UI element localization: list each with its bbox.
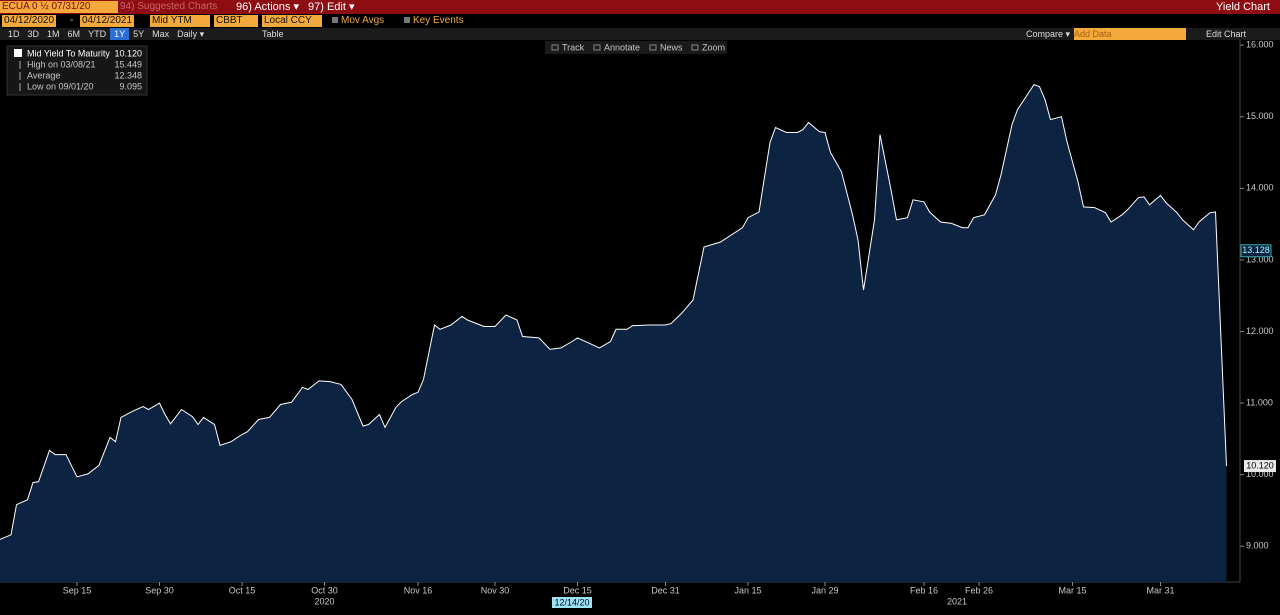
last-value-box: [1244, 460, 1276, 473]
actions-menu[interactable]: 96) Actions ▾: [236, 1, 299, 13]
suggested-charts[interactable]: 94) Suggested Charts: [120, 1, 218, 12]
marker-label: 13.128: [1242, 245, 1270, 255]
edit-chart-button[interactable]: Edit Chart: [1206, 29, 1247, 39]
tool-button[interactable]: Zoom: [702, 42, 725, 52]
tool-icon: [691, 44, 699, 51]
period-button[interactable]: 5Y: [133, 29, 145, 39]
x-tick-label: Dec 15: [563, 585, 592, 595]
y-tick-label: 13.000: [1246, 254, 1274, 264]
x-tick-label: Feb 26: [965, 585, 993, 595]
controls-bar: 04/12/2020 - 04/12/2021 Mid YTM CBBT Loc…: [0, 14, 1280, 28]
tool-button[interactable]: Annotate: [604, 42, 640, 52]
legend-stat-value: 15.449: [114, 59, 142, 69]
x-tick-label: Mar 31: [1146, 585, 1174, 595]
y-tick-label: 15.000: [1246, 111, 1274, 121]
y-tick-label: 16.000: [1246, 40, 1274, 50]
area-fill: [0, 84, 1227, 582]
x-tick-label: Jan 29: [811, 585, 838, 595]
legend-stat-name: High on 03/08/21: [27, 59, 96, 69]
page-title: Yield Chart: [1215, 1, 1270, 13]
legend-stat-value: 12.348: [114, 70, 142, 80]
currency-select[interactable]: Local CCY: [262, 15, 322, 27]
legend-stat-name: Average: [27, 70, 60, 80]
compare-menu[interactable]: Compare ▾: [1026, 29, 1071, 39]
line: [0, 83, 1227, 540]
tool-icon: [593, 44, 601, 51]
x-tick-label: Dec 31: [651, 585, 680, 595]
year-label: 2021: [947, 596, 967, 606]
y-tick-label: 11.000: [1246, 397, 1273, 407]
y-tick-label: 9.000: [1246, 541, 1269, 551]
edit-menu[interactable]: 97) Edit ▾: [308, 1, 355, 13]
x-tick-label: Oct 15: [229, 585, 256, 595]
year-label: 2020: [314, 596, 334, 606]
y-tick-label: 12.000: [1246, 326, 1274, 336]
start-date[interactable]: 04/12/2020: [2, 15, 57, 27]
last-value-label: 10.120: [1246, 460, 1274, 470]
header-bar: ECUA 0 ½ 07/31/20 94) Suggested Charts 9…: [0, 0, 1280, 14]
tools-strip: [545, 41, 727, 54]
x-tick-label: Nov 16: [404, 585, 433, 595]
period-button[interactable]: 1D: [8, 29, 20, 39]
marker-box: [1240, 244, 1272, 258]
y-tick-label: 10.000: [1246, 469, 1274, 479]
cursor-box: [552, 597, 592, 608]
cursor-label: 12/14/20: [554, 597, 589, 607]
add-data-input[interactable]: Add Data: [1074, 28, 1186, 40]
x-tick-label: Sep 30: [145, 585, 174, 595]
mov-avgs[interactable]: Mov Avgs: [332, 15, 384, 27]
period-buttons: 1D 3D 1M 6M YTD 1Y 5Y Max Daily ▾: [4, 28, 208, 40]
ticker-input[interactable]: ECUA 0 ½ 07/31/20: [0, 1, 118, 13]
legend-stat-name: Low on 09/01/20: [27, 81, 94, 91]
frequency-select[interactable]: Daily ▾: [177, 29, 205, 39]
tool-button[interactable]: News: [660, 42, 683, 52]
mov-avgs-label: Mov Avgs: [341, 15, 385, 26]
source-select[interactable]: CBBT: [214, 15, 258, 27]
legend-swatch: [14, 49, 22, 57]
x-tick-label: Feb 16: [910, 585, 938, 595]
key-events[interactable]: Key Events: [404, 15, 464, 27]
x-tick-label: Nov 30: [481, 585, 510, 595]
x-tick-label: Sep 15: [63, 585, 92, 595]
x-tick-label: Jan 15: [734, 585, 761, 595]
key-events-label: Key Events: [413, 15, 464, 26]
period-button[interactable]: 1M: [47, 29, 60, 39]
legend-stat-value: 9.095: [119, 81, 142, 91]
period-button[interactable]: 1Y: [110, 28, 130, 40]
legend-series-value: 10.120: [114, 48, 142, 58]
x-tick-label: Oct 30: [311, 585, 338, 595]
field-select[interactable]: Mid YTM: [150, 15, 210, 27]
tool-icon: [649, 44, 657, 51]
tool-icon: [551, 44, 559, 51]
legend-box: [6, 45, 148, 96]
tool-button[interactable]: Track: [562, 42, 585, 52]
x-tick-label: Mar 15: [1058, 585, 1086, 595]
period-button[interactable]: YTD: [88, 29, 107, 39]
period-button[interactable]: Max: [152, 29, 170, 39]
period-button[interactable]: 3D: [27, 29, 40, 39]
end-date[interactable]: 04/12/2021: [80, 15, 135, 27]
legend-series-name: Mid Yield To Maturity: [27, 48, 110, 58]
table-button[interactable]: Table: [262, 29, 284, 39]
date-dash: -: [70, 15, 74, 26]
y-tick-label: 14.000: [1246, 183, 1274, 193]
period-bar: 1D 3D 1M 6M YTD 1Y 5Y Max Daily ▾ Table Compare …: [0, 28, 1280, 40]
period-button[interactable]: 6M: [67, 29, 81, 39]
